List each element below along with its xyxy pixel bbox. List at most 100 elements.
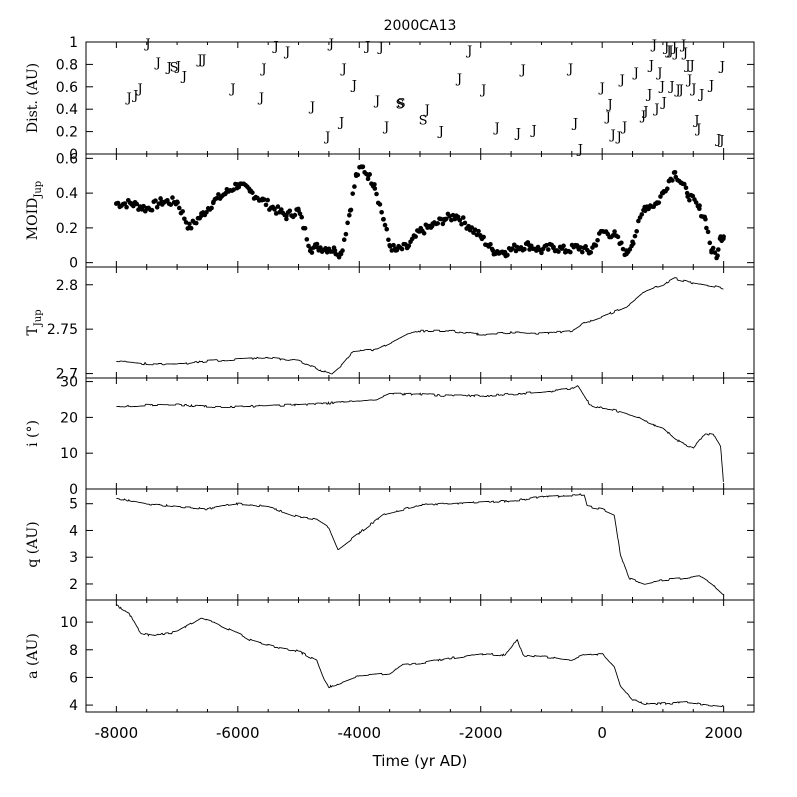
moid-point [568, 249, 573, 255]
moid-point [318, 245, 323, 250]
moid-point [165, 198, 170, 203]
moid-point [563, 248, 569, 253]
moid-point [639, 212, 645, 217]
y-tick-label: 0.6 [56, 80, 78, 96]
chart-title: 2000CA13 [384, 18, 457, 34]
jupiter-encounter-marker: J [514, 127, 521, 142]
jupiter-encounter-marker: J [717, 133, 724, 148]
moid-point [690, 193, 696, 199]
y-tick-label: 0.2 [56, 221, 78, 237]
moid-point [271, 206, 277, 212]
moid-point [664, 186, 670, 191]
moid-point [704, 225, 709, 231]
moid-point [235, 182, 241, 187]
jupiter-encounter-marker: J [714, 132, 721, 147]
jupiter-encounter-marker: J [519, 63, 526, 78]
y-axis-label-a: a (AU) [25, 633, 41, 679]
moid-point [304, 237, 310, 242]
moid-point [697, 206, 702, 212]
jupiter-encounter-marker: J [143, 37, 150, 52]
jupiter-encounter-marker: J [664, 44, 671, 59]
jupiter-encounter-marker: J [687, 58, 694, 73]
x-tick-label: -8000 [95, 724, 139, 742]
moid-point [502, 249, 508, 255]
moid-point [214, 195, 219, 201]
moid-point [366, 173, 371, 179]
moid-point [405, 244, 411, 250]
jupiter-encounter-marker: J [308, 100, 315, 115]
moid-point [199, 213, 204, 219]
moid-point [350, 191, 356, 196]
moid-point [275, 204, 281, 209]
moid-point [134, 201, 140, 207]
jupiter-encounter-marker: J [283, 45, 290, 60]
moid-point [223, 190, 228, 196]
moid-point [216, 192, 221, 197]
moid-point [326, 246, 332, 252]
jupiter-encounter-marker: J [196, 53, 203, 68]
moid-point [393, 248, 399, 253]
x-tick-label: 0 [597, 724, 607, 742]
moid-point [247, 189, 253, 194]
moid-point [159, 199, 165, 205]
x-axis: -8000 -6000 -4000 -2000 0 2000 [95, 724, 743, 742]
panel-moid: 0 0.2 0.4 0.6 MOIDJup [25, 151, 755, 272]
jupiter-encounter-marker: J [259, 62, 266, 77]
jupiter-encounter-marker: J [609, 128, 616, 143]
jupiter-encounter-marker: J [647, 58, 654, 73]
panel-tjup: 2.7 2.75 2.8 TJup [25, 266, 755, 383]
y-tick-label: 0.4 [56, 186, 78, 202]
jupiter-encounter-marker: J [677, 83, 684, 98]
jupiter-encounter-marker: J [576, 142, 583, 157]
saturn-encounter-marker: S [396, 98, 405, 113]
x-tick-label: -2000 [459, 724, 503, 742]
y-tick-label: 0.4 [56, 102, 78, 118]
moid-point [619, 240, 624, 246]
jupiter-encounter-marker: J [271, 39, 278, 54]
y-tick-label: 0.8 [56, 57, 78, 73]
moid-point [382, 222, 388, 228]
moid-point [712, 250, 718, 255]
jupiter-encounter-marker: J [605, 98, 612, 113]
x-tick-label: -4000 [337, 724, 381, 742]
jupiter-encounter-marker: J [337, 116, 344, 131]
y-tick-label: 6 [69, 670, 78, 686]
y-tick-label: 4 [69, 523, 78, 539]
y-tick-label: 20 [60, 410, 78, 426]
jupiter-encounter-marker: J [694, 122, 701, 137]
moid-point [353, 173, 359, 179]
moid-point [556, 249, 561, 254]
series-line-a [116, 604, 724, 707]
moid-point [612, 232, 617, 238]
moid-point [343, 231, 349, 237]
moid-point [522, 246, 527, 252]
jupiter-encounter-marker: J [645, 88, 652, 103]
moid-point [347, 212, 352, 218]
jupiter-encounter-marker: J [598, 81, 605, 96]
jupiter-encounter-marker: J [228, 82, 235, 97]
panel-a-frame [85, 599, 755, 713]
moid-point [347, 208, 353, 213]
y-axis-label-dist: Dist. (AU) [25, 63, 41, 133]
moid-point [551, 244, 556, 250]
moid-point [527, 242, 532, 248]
jupiter-encounter-marker: J [373, 94, 380, 109]
series-line-incl [116, 385, 724, 482]
jupiter-encounter-marker: J [571, 117, 578, 132]
moid-point [144, 206, 150, 212]
moid-point [209, 205, 214, 211]
y-tick-label: 0.2 [56, 125, 78, 141]
jupiter-encounter-marker: J [423, 103, 430, 118]
moid-point [721, 234, 726, 239]
y-tick-label: 0 [69, 147, 78, 163]
moid-point [678, 180, 684, 185]
moid-point [284, 216, 289, 222]
saturn-encounter-marker: S [397, 96, 406, 111]
jupiter-encounter-marker: J [658, 80, 665, 95]
moid-point [595, 237, 600, 243]
moid-point [466, 223, 471, 229]
jupiter-encounter-marker: J [672, 46, 679, 61]
jupiter-encounter-marker: J [350, 79, 357, 94]
jupiter-encounter-marker: J [174, 60, 181, 75]
